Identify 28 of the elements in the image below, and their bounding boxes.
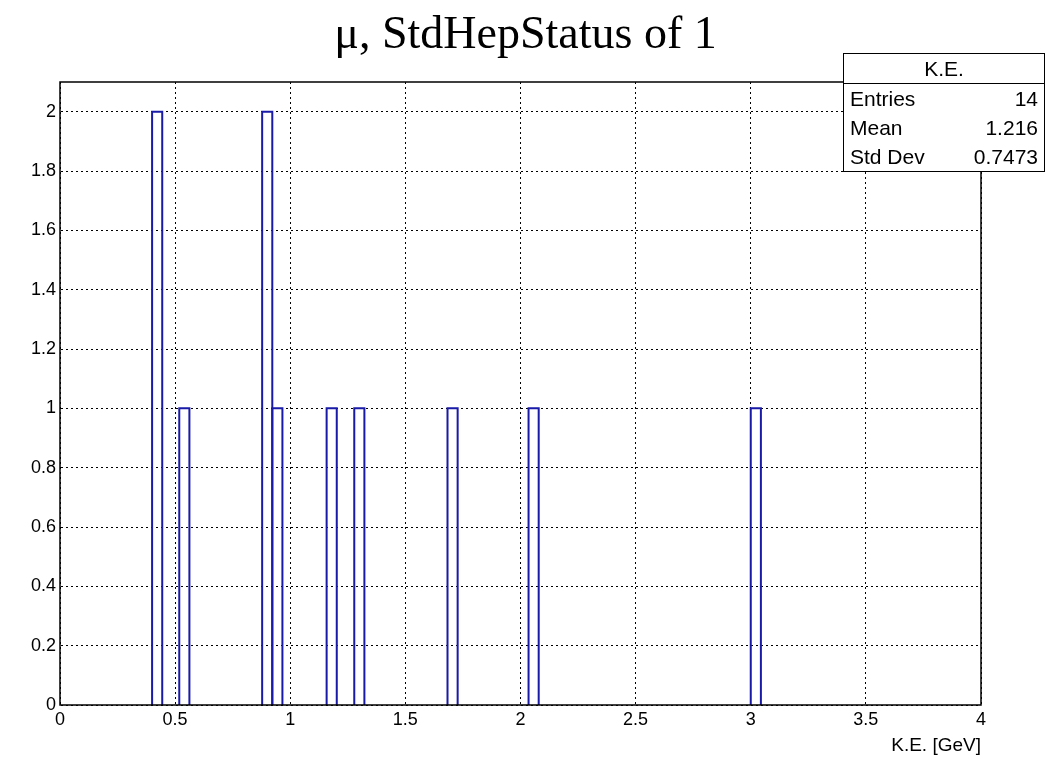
x-tick-label: 0.5 (162, 708, 188, 729)
x-tick-label: 2 (515, 708, 526, 729)
annotation: Entries (850, 86, 916, 112)
y-tick-label: 1.4 (30, 278, 56, 299)
y-tick-label: 0.2 (30, 634, 56, 655)
y-tick-label: 0.8 (30, 456, 56, 477)
text: K.E. (844, 54, 1044, 84)
annotation: Std Dev (850, 144, 925, 170)
y-tick-label: 1.8 (30, 159, 56, 180)
y-tick-label: 0 (45, 693, 56, 714)
y-tick-label: 0.6 (30, 515, 56, 536)
x-tick-label: 1.5 (392, 708, 418, 729)
annotation: Mean (850, 115, 903, 141)
x-tick-label: 3.5 (853, 708, 879, 729)
y-tick-label: 1.2 (30, 337, 56, 358)
x-tick-label: 2.5 (623, 708, 649, 729)
y-tick-label: 1.6 (30, 219, 56, 240)
x-tick-label: 4 (975, 708, 987, 729)
x-tick-label: 3 (745, 708, 756, 729)
x-tick-label: 1 (285, 708, 296, 729)
text: 14 (1014, 86, 1038, 112)
chart-title: μ, StdHepStatus of 1 (334, 7, 717, 58)
text: 1.216 (985, 115, 1038, 141)
y-tick-label: 1 (45, 397, 56, 418)
y-tick-label: 2 (45, 100, 56, 121)
y-tick-label: 0.4 (30, 575, 56, 596)
annotation: 0.7473 (973, 144, 1038, 170)
x-axis-title: K.E. [GeV] (891, 734, 981, 756)
